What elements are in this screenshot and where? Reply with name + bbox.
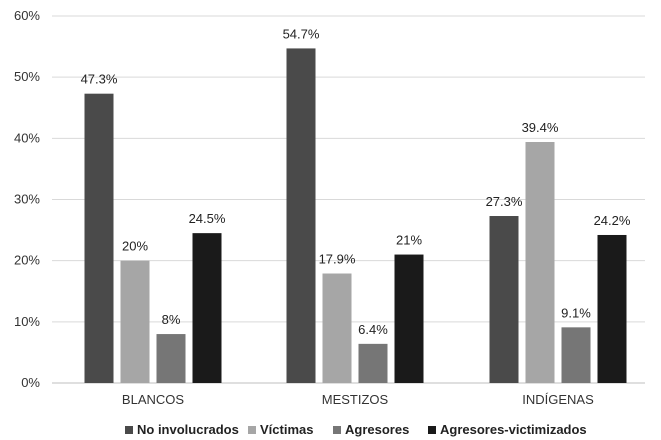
bar xyxy=(489,216,519,383)
x-axis-category-labels: BLANCOS MESTIZOS INDÍGENAS xyxy=(122,392,594,407)
bar xyxy=(84,93,114,383)
y-axis-tick-labels: 0% 10% 20% 30% 40% 50% 60% xyxy=(14,8,40,390)
y-tick-label: 40% xyxy=(14,130,40,145)
legend: No involucrados Víctimas Agresores Agresore… xyxy=(125,422,587,437)
category-label: BLANCOS xyxy=(122,392,184,407)
data-labels: 47.3% 20% 8% 24.5% 54.7% 17.9% 6.4% 21% 27.3% 39.… xyxy=(81,26,631,336)
data-label: 8% xyxy=(162,312,181,327)
data-label: 6.4% xyxy=(358,322,388,337)
legend-entry: Víctimas xyxy=(260,422,313,437)
legend-entry: Agresores xyxy=(345,422,409,437)
data-label: 21% xyxy=(396,233,422,248)
legend-entry: Agresores-victimizados xyxy=(440,422,587,437)
data-label: 24.2% xyxy=(594,213,631,228)
legend-entry: No involucrados xyxy=(137,422,239,437)
bars xyxy=(84,48,627,383)
legend-swatch xyxy=(333,426,341,434)
data-label: 47.3% xyxy=(81,72,118,87)
data-label: 20% xyxy=(122,239,148,254)
bar xyxy=(120,260,150,383)
bar xyxy=(192,233,222,383)
data-label: 54.7% xyxy=(283,26,320,41)
y-tick-label: 20% xyxy=(14,253,40,268)
data-label: 17.9% xyxy=(319,252,356,267)
legend-swatch xyxy=(248,426,256,434)
legend-swatch xyxy=(125,426,133,434)
bar xyxy=(597,234,627,383)
y-tick-label: 10% xyxy=(14,314,40,329)
data-label: 24.5% xyxy=(189,211,226,226)
category-label: MESTIZOS xyxy=(322,392,389,407)
bar xyxy=(322,273,352,383)
y-tick-label: 60% xyxy=(14,8,40,23)
data-label: 9.1% xyxy=(561,305,591,320)
legend-swatch xyxy=(428,426,436,434)
data-label: 39.4% xyxy=(522,120,559,135)
bar xyxy=(394,254,424,383)
bar xyxy=(525,142,555,383)
y-tick-label: 50% xyxy=(14,69,40,84)
y-tick-label: 0% xyxy=(21,375,40,390)
bar xyxy=(156,334,186,383)
bar xyxy=(358,343,388,383)
data-label: 27.3% xyxy=(486,194,523,209)
bar xyxy=(286,48,316,383)
y-tick-label: 30% xyxy=(14,192,40,207)
grid-lines xyxy=(52,15,645,384)
category-label: INDÍGENAS xyxy=(522,392,594,407)
bar xyxy=(561,327,591,383)
